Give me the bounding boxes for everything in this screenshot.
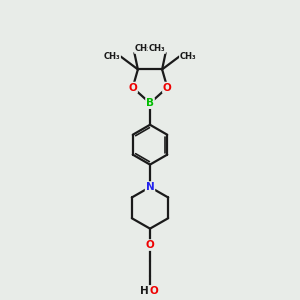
Text: B: B xyxy=(146,98,154,108)
Text: CH₃: CH₃ xyxy=(135,44,152,53)
Text: CH₃: CH₃ xyxy=(148,44,165,53)
Text: O: O xyxy=(149,286,158,296)
Text: O: O xyxy=(128,82,137,93)
Text: O: O xyxy=(163,82,172,93)
Text: N: N xyxy=(146,182,154,192)
Text: H: H xyxy=(140,286,148,296)
Text: CH₃: CH₃ xyxy=(103,52,120,61)
Text: O: O xyxy=(146,240,154,250)
Text: CH₃: CH₃ xyxy=(180,52,196,61)
